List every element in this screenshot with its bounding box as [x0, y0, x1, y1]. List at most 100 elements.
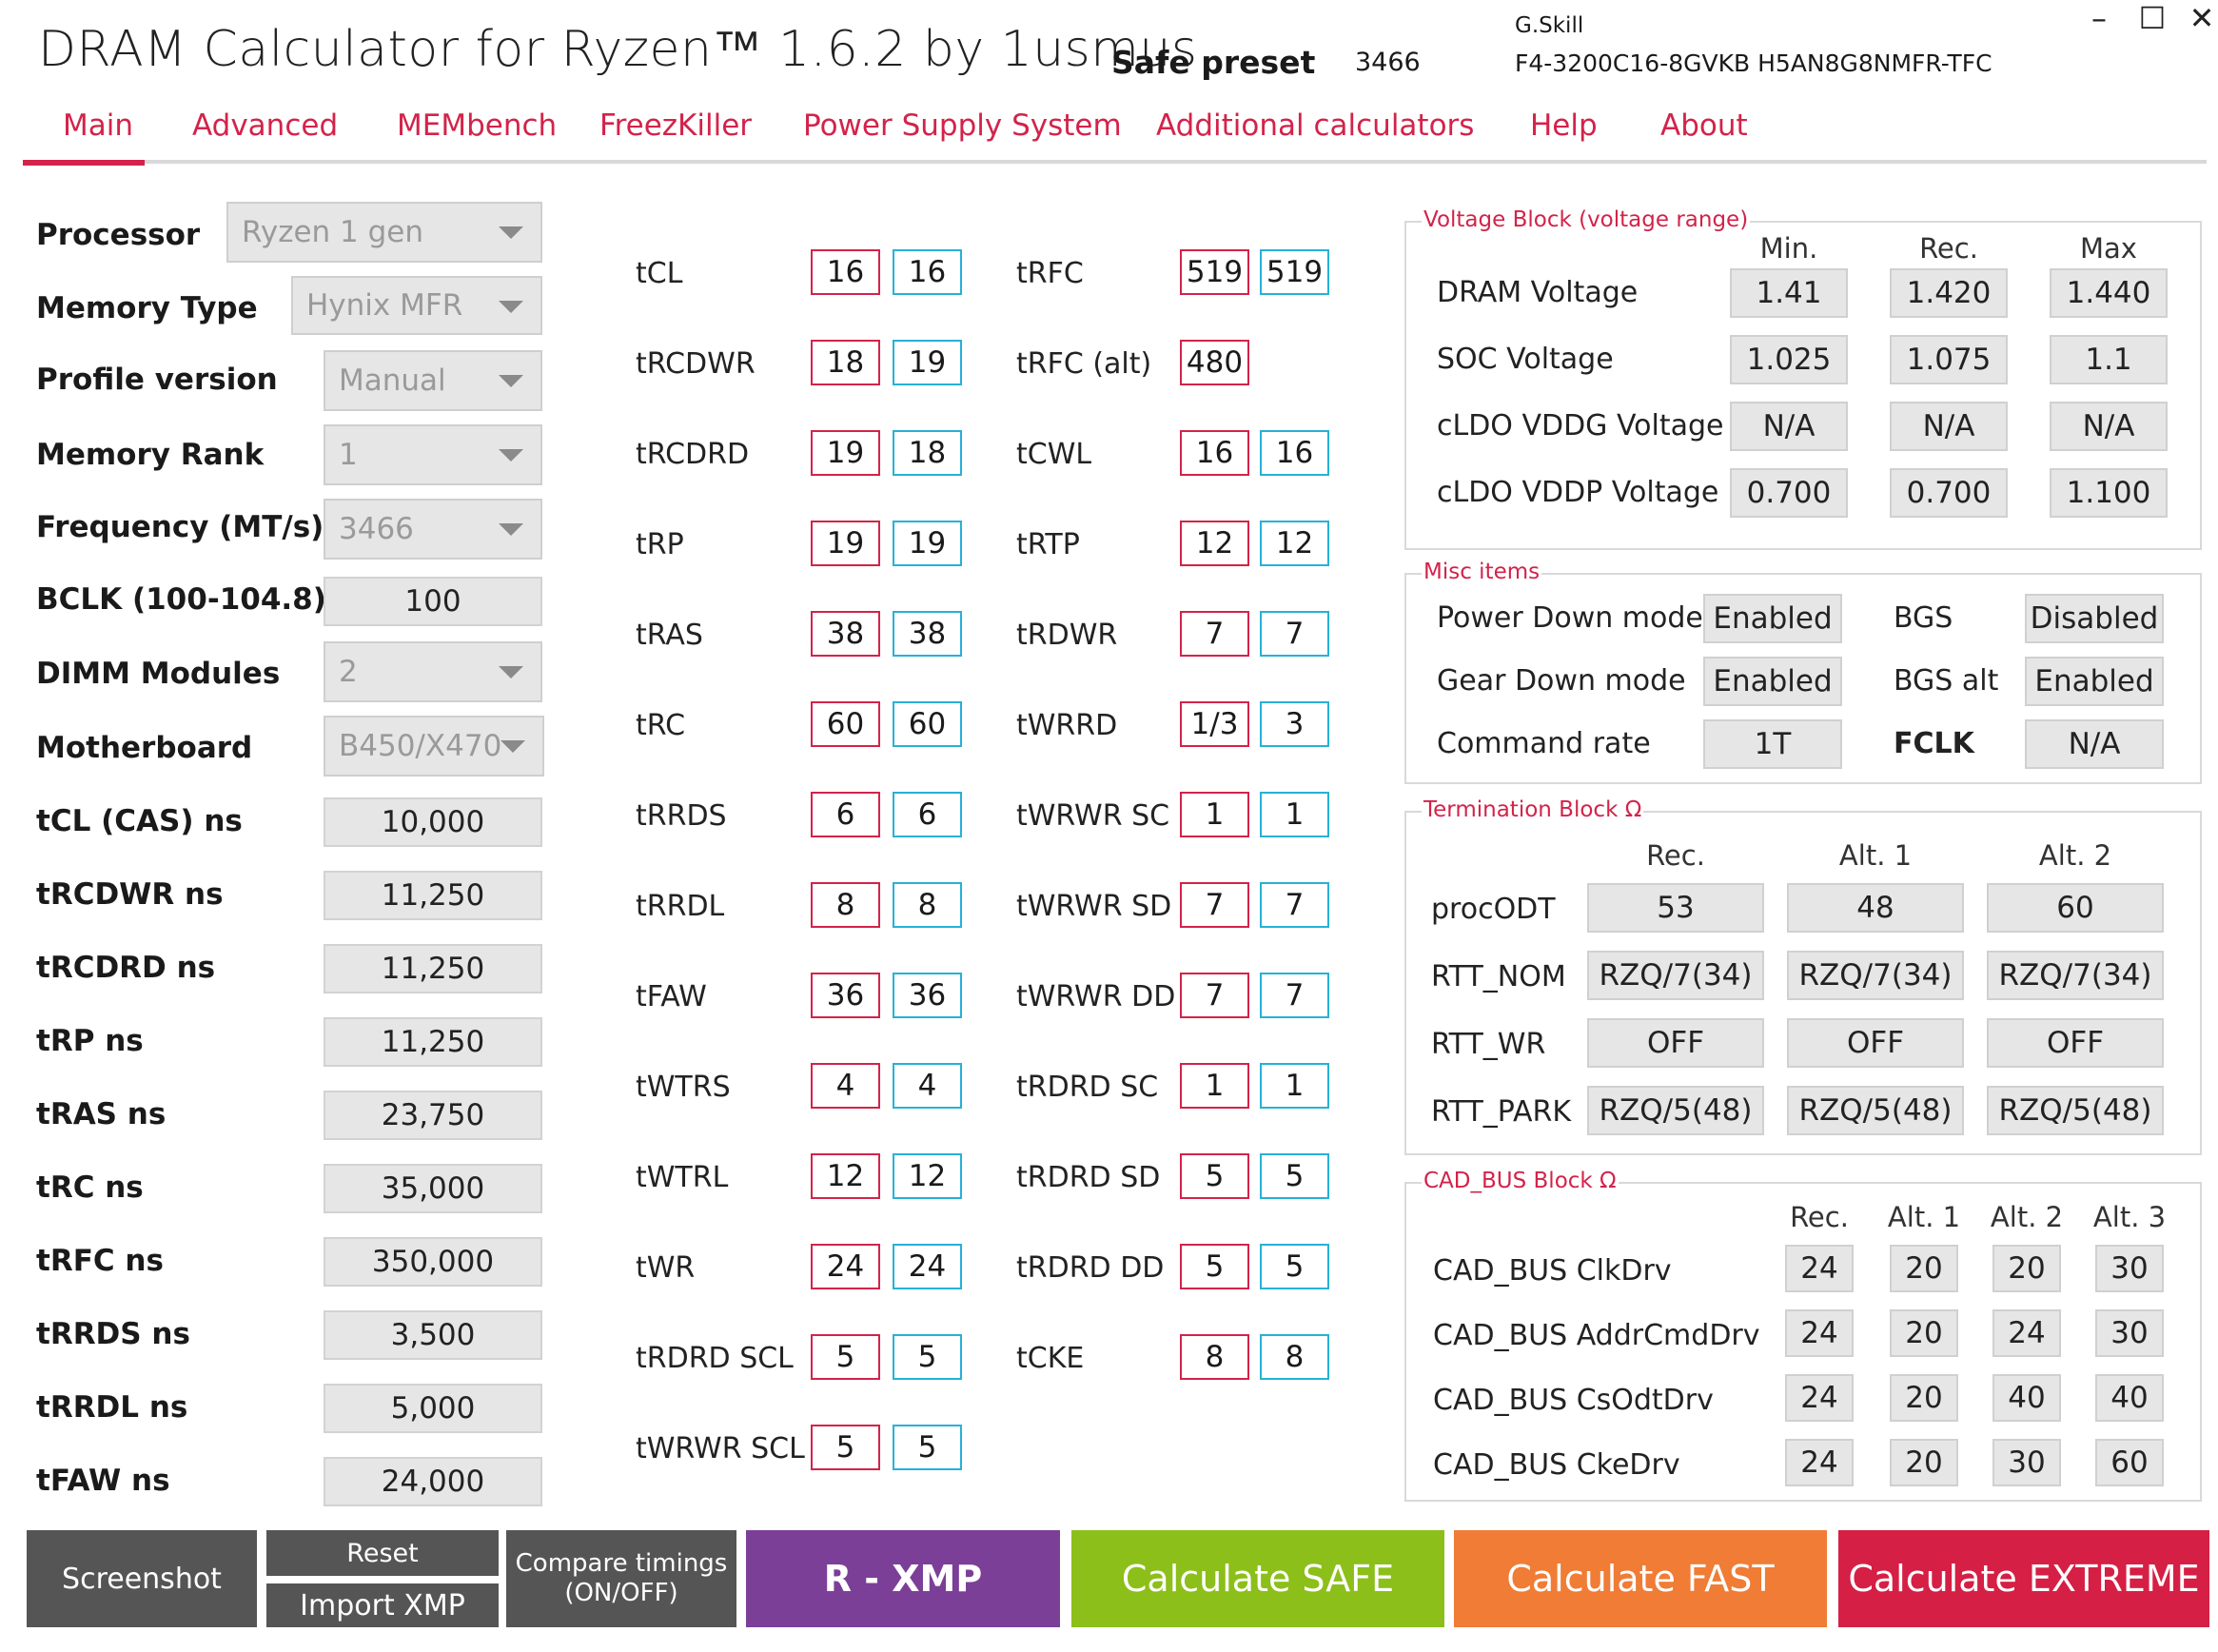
timing-trdrd-scl-value[interactable]: 5: [811, 1334, 880, 1380]
compare-timings-button[interactable]: Compare timings (ON/OFF): [506, 1530, 736, 1627]
close-icon[interactable]: ✕: [2189, 0, 2215, 36]
timing-trcdrd-alt[interactable]: 18: [893, 430, 962, 476]
misc-value2-2[interactable]: N/A: [2025, 719, 2164, 769]
timing-twtrl-value[interactable]: 12: [811, 1153, 880, 1199]
timing-twrwr-sc-value[interactable]: 1: [1180, 792, 1249, 837]
dropdown-frequency[interactable]: 3466: [324, 499, 542, 560]
timing-trtp-alt[interactable]: 12: [1260, 521, 1329, 566]
misc-value-1[interactable]: Enabled: [1703, 657, 1842, 706]
timing-trrds-alt[interactable]: 6: [893, 792, 962, 837]
termination-block: [1404, 811, 2202, 1155]
misc-value-2[interactable]: 1T: [1703, 719, 1842, 769]
timing-twrrd-value[interactable]: 1/3: [1180, 701, 1249, 747]
timing-label-twrwr-dd: tWRWR DD: [1016, 980, 1176, 1013]
misc-value2-0[interactable]: Disabled: [2025, 594, 2164, 643]
timing-twtrs-alt[interactable]: 4: [893, 1063, 962, 1109]
timing-tfaw-alt[interactable]: 36: [893, 973, 962, 1018]
maximize-icon[interactable]: ☐: [2138, 0, 2167, 36]
timing-trfc-alt[interactable]: 519: [1260, 249, 1329, 295]
value-trcdwr-ns: 11,250: [324, 871, 542, 920]
timing-twtrs-value[interactable]: 4: [811, 1063, 880, 1109]
timing-tcwl-alt[interactable]: 16: [1260, 430, 1329, 476]
voltage-value-3-0: 0.700: [1730, 468, 1848, 518]
timing-twrwr-sd-alt[interactable]: 7: [1260, 882, 1329, 928]
timing-tcl-value[interactable]: 16: [811, 249, 880, 295]
dropdown-dimm-modules[interactable]: 2: [324, 641, 542, 702]
tab-freezkiller[interactable]: FreezKiller: [599, 108, 753, 143]
timing-trtp-value[interactable]: 12: [1180, 521, 1249, 566]
timing-trfc-alt-value[interactable]: 480: [1180, 340, 1249, 385]
timing-trdwr-value[interactable]: 7: [1180, 611, 1249, 657]
calculate-fast-button[interactable]: Calculate FAST: [1454, 1530, 1827, 1627]
timing-tras-value[interactable]: 38: [811, 611, 880, 657]
minimize-icon[interactable]: –: [2091, 0, 2107, 36]
timing-twrwr-dd-alt[interactable]: 7: [1260, 973, 1329, 1018]
timing-trcdwr-alt[interactable]: 19: [893, 340, 962, 385]
label-memory-rank: Memory Rank: [36, 438, 265, 472]
timing-twtrl-alt[interactable]: 12: [893, 1153, 962, 1199]
timing-trrds-value[interactable]: 6: [811, 792, 880, 837]
timing-trcdwr-value[interactable]: 18: [811, 340, 880, 385]
timing-trrdl-value[interactable]: 8: [811, 882, 880, 928]
timing-tcwl-value[interactable]: 16: [1180, 430, 1249, 476]
timing-twrwr-scl-value[interactable]: 5: [811, 1425, 880, 1470]
r-xmp-button[interactable]: R - XMP: [746, 1530, 1060, 1627]
timing-twr-value[interactable]: 24: [811, 1244, 880, 1289]
timing-trdrd-dd-alt[interactable]: 5: [1260, 1244, 1329, 1289]
dropdown-processor[interactable]: Ryzen 1 gen: [226, 202, 542, 263]
timing-trc-alt[interactable]: 60: [893, 701, 962, 747]
timing-twrwr-dd-value[interactable]: 7: [1180, 973, 1249, 1018]
input-bclk[interactable]: 100: [324, 577, 542, 626]
dropdown-motherboard[interactable]: B450/X470: [324, 716, 544, 777]
timing-trc-value[interactable]: 60: [811, 701, 880, 747]
tab-additional-calculators[interactable]: Additional calculators: [1156, 108, 1475, 143]
timing-trdrd-dd-value[interactable]: 5: [1180, 1244, 1249, 1289]
timing-tcke-value[interactable]: 8: [1180, 1334, 1249, 1380]
timing-twrwr-sc-alt[interactable]: 1: [1260, 792, 1329, 837]
timing-trdrd-sc-alt[interactable]: 1: [1260, 1063, 1329, 1109]
timing-label-twrwr-sd: tWRWR SD: [1016, 890, 1172, 923]
timing-trdrd-scl-alt[interactable]: 5: [893, 1334, 962, 1380]
tab-about[interactable]: About: [1660, 108, 1748, 143]
timing-label-trc: tRC: [636, 709, 686, 742]
timing-trcdrd-value[interactable]: 19: [811, 430, 880, 476]
misc-value2-1[interactable]: Enabled: [2025, 657, 2164, 706]
tab-advanced[interactable]: Advanced: [192, 108, 339, 143]
compare-timings-line2: (ON/OFF): [564, 1579, 678, 1607]
memory-part-number: F4-3200C16-8GVKB H5AN8G8NMFR-TFC: [1515, 49, 1992, 77]
timing-trdrd-sd-value[interactable]: 5: [1180, 1153, 1249, 1199]
timing-twrwr-scl-alt[interactable]: 5: [893, 1425, 962, 1470]
timing-tcl-alt[interactable]: 16: [893, 249, 962, 295]
calculate-extreme-button[interactable]: Calculate EXTREME: [1838, 1530, 2209, 1627]
timing-trdrd-sd-alt[interactable]: 5: [1260, 1153, 1329, 1199]
value-trcdrd-ns: 11,250: [324, 944, 542, 993]
misc-value-0[interactable]: Enabled: [1703, 594, 1842, 643]
import-xmp-button[interactable]: Import XMP: [266, 1583, 499, 1627]
label-trrds-ns: tRRDS ns: [36, 1317, 190, 1351]
tab-power-supply-system[interactable]: Power Supply System: [803, 108, 1122, 143]
calculate-safe-button[interactable]: Calculate SAFE: [1071, 1530, 1444, 1627]
timing-tfaw-value[interactable]: 36: [811, 973, 880, 1018]
screenshot-button[interactable]: Screenshot: [27, 1530, 257, 1627]
dropdown-memory-rank[interactable]: 1: [324, 424, 542, 485]
cadbus-header-0: Rec.: [1790, 1201, 1849, 1233]
timing-trp-alt[interactable]: 19: [893, 521, 962, 566]
timing-trfc-value[interactable]: 519: [1180, 249, 1249, 295]
reset-button[interactable]: Reset: [266, 1530, 499, 1576]
tab-membench[interactable]: MEMbench: [397, 108, 558, 143]
timing-twr-alt[interactable]: 24: [893, 1244, 962, 1289]
timing-twrrd-alt[interactable]: 3: [1260, 701, 1329, 747]
tab-main[interactable]: Main: [63, 108, 134, 143]
timing-twrwr-sd-value[interactable]: 7: [1180, 882, 1249, 928]
termination-header-0: Rec.: [1646, 839, 1705, 872]
timing-tras-alt[interactable]: 38: [893, 611, 962, 657]
timing-tcke-alt[interactable]: 8: [1260, 1334, 1329, 1380]
dropdown-profile-version[interactable]: Manual: [324, 350, 542, 411]
timing-trdrd-sc-value[interactable]: 1: [1180, 1063, 1249, 1109]
timing-trrdl-alt[interactable]: 8: [893, 882, 962, 928]
timing-trdwr-alt[interactable]: 7: [1260, 611, 1329, 657]
voltage-label-2: cLDO VDDG Voltage: [1437, 409, 1724, 442]
dropdown-memory-type[interactable]: Hynix MFR: [291, 276, 542, 335]
timing-trp-value[interactable]: 19: [811, 521, 880, 566]
tab-help[interactable]: Help: [1530, 108, 1598, 143]
